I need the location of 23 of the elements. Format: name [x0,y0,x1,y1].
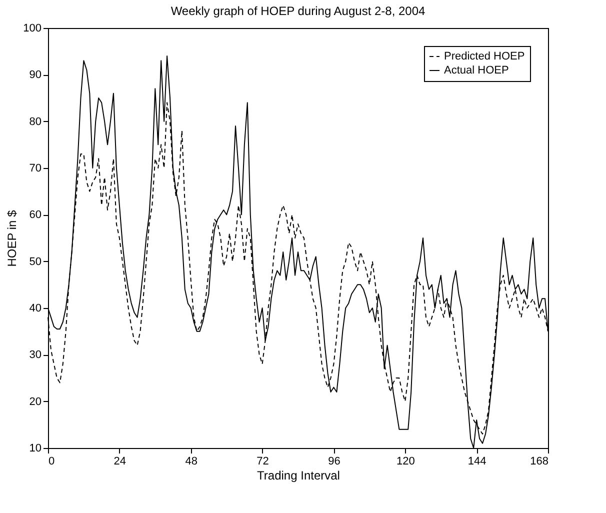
x-tick-label: 144 [468,456,486,468]
x-axis-title: Trading Interval [257,468,340,482]
y-tick-label: 20 [29,396,42,408]
y-tick-label: 90 [29,69,42,82]
y-axis-title: HOEP in $ [5,210,20,267]
x-tick-label: 0 [48,456,55,468]
x-tick-label: 48 [185,456,198,468]
x-tick-label: 24 [114,456,126,468]
x-tick-label: 168 [530,456,548,468]
y-tick-label: 50 [29,256,42,268]
x-tick-label: 72 [256,456,269,468]
y-tick-label: 30 [29,349,42,362]
legend-label: Predicted HOEP [444,50,525,62]
y-tick-label: 60 [29,209,42,222]
y-tick-label: 10 [29,442,42,454]
x-tick-label: 96 [328,456,340,468]
legend-label: Actual HOEP [444,64,509,76]
y-tick-label: 80 [29,116,42,128]
y-tick-label: 40 [29,302,42,314]
y-tick-label: 70 [29,162,42,174]
y-tick-label: 100 [23,22,42,34]
x-tick-label: 120 [396,456,415,468]
chart-title: Weekly graph of HOEP during August 2-8, 2004 [170,4,426,18]
